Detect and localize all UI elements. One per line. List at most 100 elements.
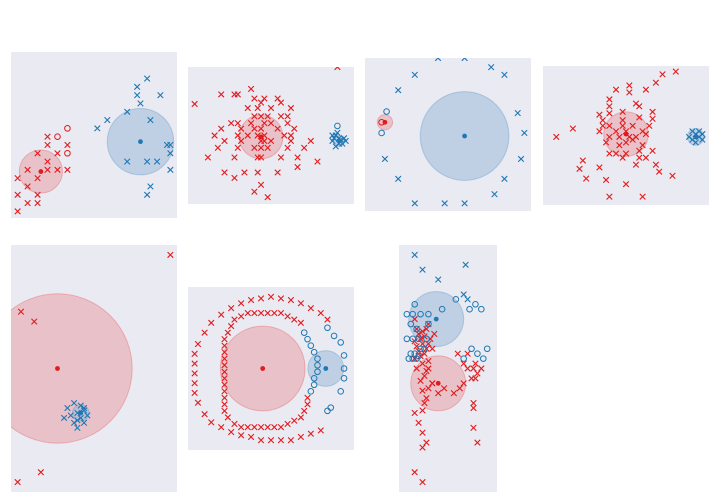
point-x-red	[34, 199, 41, 207]
point-x-red	[44, 166, 51, 174]
point-x-red	[231, 420, 238, 428]
point-x-red	[576, 165, 583, 173]
point-x-blue	[70, 399, 78, 407]
point-x-red	[478, 365, 485, 372]
point-x-red	[474, 439, 481, 446]
cluster-circle-red	[11, 293, 133, 444]
point-x-red	[415, 419, 422, 427]
point-x-red	[218, 311, 225, 318]
point-x-red	[429, 380, 436, 387]
point-x-red	[241, 169, 248, 176]
point-o-blue	[310, 348, 318, 356]
point-x-blue	[64, 404, 71, 412]
point-x-red	[237, 125, 245, 132]
point-x-red	[221, 355, 228, 362]
point-x-red	[454, 350, 461, 357]
point-x-blue	[699, 136, 706, 143]
point-x-red	[639, 128, 646, 135]
point-x-red	[221, 349, 228, 356]
point-x-red	[14, 174, 21, 182]
point-x-red	[411, 409, 418, 417]
point-x-red	[440, 385, 448, 392]
point-x-red	[221, 381, 228, 388]
point-x-blue	[329, 132, 336, 139]
point-x-red	[267, 119, 275, 127]
point-x-red	[24, 166, 31, 174]
point-x-red	[619, 154, 626, 161]
point-x-red	[237, 313, 245, 320]
point-x-red	[606, 103, 613, 110]
point-x-blue	[157, 91, 164, 99]
point-x-red	[421, 350, 428, 357]
point-x-red	[234, 132, 241, 139]
point-x-red	[267, 437, 275, 444]
point-x-red	[227, 305, 235, 312]
point-x-red	[470, 399, 477, 407]
point-x-red	[301, 144, 308, 152]
point-x-red	[244, 309, 251, 317]
point-x-red	[636, 154, 643, 161]
point-o-blue	[423, 335, 430, 343]
point-x-red	[619, 117, 626, 124]
point-o-blue	[407, 350, 415, 357]
point-o-blue	[417, 345, 424, 353]
point-x-red	[257, 99, 265, 106]
point-x-red	[317, 427, 324, 434]
point-x-blue	[337, 136, 344, 143]
point-x-red	[34, 174, 41, 182]
point-x-red	[257, 125, 265, 132]
point-x-red	[274, 125, 281, 132]
point-o-blue	[340, 365, 348, 372]
point-x-blue	[124, 108, 131, 115]
cluster-center-blue	[138, 139, 143, 145]
point-o-blue	[334, 122, 341, 130]
point-x-red	[277, 437, 285, 444]
point-o-blue	[330, 332, 338, 340]
point-x-red	[234, 144, 241, 152]
point-o-blue	[413, 325, 420, 333]
point-x-red	[612, 150, 620, 157]
point-x-red	[596, 164, 603, 171]
cluster-center-red	[55, 366, 60, 371]
point-x-red	[419, 360, 426, 367]
point-x-red	[194, 340, 202, 348]
point-x-red	[277, 295, 285, 302]
point-o-blue	[337, 339, 345, 346]
point-x-red	[419, 328, 426, 335]
point-x-blue	[94, 125, 101, 132]
point-x-blue	[411, 71, 418, 79]
point-x-red	[622, 150, 630, 157]
point-x-red	[261, 119, 268, 127]
point-x-red	[619, 108, 626, 116]
point-x-red	[247, 296, 255, 304]
point-x-red	[221, 169, 228, 176]
point-x-red	[579, 157, 587, 164]
point-x-red	[606, 133, 613, 141]
point-x-red	[201, 329, 208, 336]
point-x-red	[287, 296, 295, 304]
point-x-red	[411, 355, 418, 362]
point-x-red	[596, 128, 603, 135]
point-x-red	[204, 154, 212, 161]
point-x-blue	[80, 404, 88, 412]
point-x-red	[257, 154, 265, 161]
point-x-red	[231, 174, 238, 182]
point-x-red	[221, 335, 228, 343]
point-x-red	[218, 423, 225, 431]
point-o-red	[378, 118, 385, 126]
point-x-red	[553, 133, 560, 141]
point-x-red	[599, 117, 606, 124]
point-x-red	[218, 91, 225, 98]
point-x-red	[247, 119, 255, 127]
point-x-blue	[434, 58, 442, 62]
point-x-blue	[104, 116, 111, 124]
point-x-red	[297, 300, 305, 307]
point-x-red	[622, 180, 630, 188]
point-x-red	[304, 401, 311, 408]
point-x-red	[636, 147, 643, 154]
point-x-blue	[462, 261, 469, 268]
point-x-red	[472, 375, 479, 382]
point-x-red	[234, 91, 241, 98]
point-x-red	[649, 147, 656, 154]
point-x-red	[264, 309, 271, 317]
